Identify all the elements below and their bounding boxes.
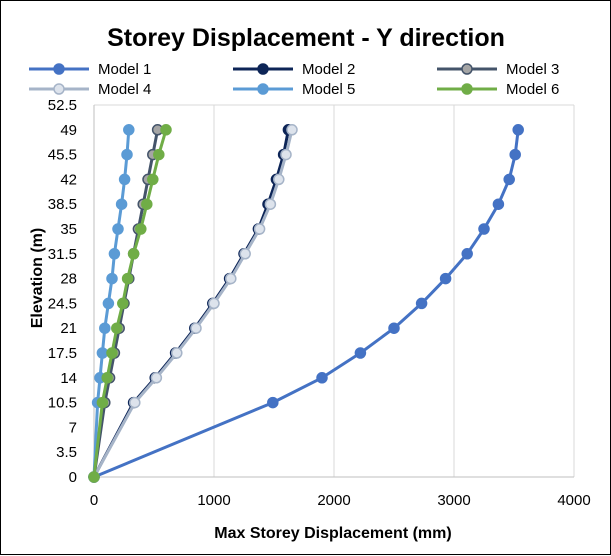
series-model-5-point <box>121 148 133 161</box>
legend-model-5-label: Model 5 <box>302 81 355 98</box>
series-model-6-point <box>153 148 165 161</box>
y-tick-label: 17.5 <box>48 345 77 362</box>
chart-title: Storey Displacement - Y direction <box>107 24 505 52</box>
series-model-6-point <box>117 297 129 310</box>
series-model-5-point <box>96 347 109 359</box>
chart-legend: Model 1 Model 2 Model 3 Model 4 Model 5 Model… <box>29 61 559 98</box>
series-model-1 <box>88 124 524 483</box>
series-model-6-point <box>127 248 140 260</box>
series-model-1-point <box>316 372 328 384</box>
legend-model-2-marker <box>257 63 269 75</box>
y-tick-label: 10.5 <box>48 395 77 412</box>
y-tick-label: 35 <box>60 221 77 238</box>
series-model-4-point <box>190 322 202 334</box>
series-model-4-point <box>286 124 298 136</box>
series-model-5-point <box>123 124 135 136</box>
axes <box>93 105 574 478</box>
series-model-6-point <box>106 347 118 359</box>
legend-model-3: Model 3 <box>437 61 559 78</box>
y-tick-label: 45.5 <box>48 147 77 164</box>
series-model-6-point <box>96 396 109 409</box>
series-model-4-point <box>273 173 285 186</box>
series-model-4-point <box>208 297 220 310</box>
legend-model-4: Model 4 <box>29 81 151 98</box>
series-model-5-point <box>102 297 115 310</box>
y-tick-label: 31.5 <box>48 246 77 263</box>
series-model-5-point <box>115 198 128 210</box>
x-tick-label: 3000 <box>437 492 470 509</box>
legend-model-4-label: Model 4 <box>98 81 151 98</box>
series-model-1-point <box>478 223 490 235</box>
y-tick-label: 0 <box>69 469 77 486</box>
y-tick-label: 21 <box>60 320 77 337</box>
legend-model-6: Model 6 <box>437 81 559 98</box>
series-model-4-point <box>171 347 183 359</box>
x-tick-label: 0 <box>90 492 98 509</box>
y-tick-label: 14 <box>60 370 77 387</box>
series-model-5-point <box>112 223 124 235</box>
series-model-4-point <box>225 272 237 285</box>
series-model-1-point <box>267 396 279 409</box>
legend-model-2-label: Model 2 <box>302 61 355 78</box>
series-model-6-point <box>160 124 172 136</box>
legend-model-1-label: Model 1 <box>98 61 151 78</box>
series-model-6-point <box>135 223 147 235</box>
legend-model-6-label: Model 6 <box>506 81 559 98</box>
gridlines <box>94 104 575 477</box>
legend-model-3-marker <box>461 63 473 75</box>
tick-labels: 0 3.5 7 10.5 14 17.5 21 24.5 28 31.5 35 38.5 42 45.5 4… <box>48 97 591 509</box>
series-model-1-point <box>354 347 367 359</box>
series-model-1-point <box>388 322 400 334</box>
y-tick-label: 7 <box>69 419 77 436</box>
series-model-5-point <box>108 248 121 260</box>
series-model-4-point <box>264 198 277 210</box>
series-model-1-point <box>439 272 452 285</box>
series-model-6-point <box>101 372 113 384</box>
y-tick-label: 28 <box>60 271 77 288</box>
series-model-5-point <box>99 322 111 334</box>
series-model-6-point <box>88 471 100 483</box>
y-tick-label: 52.5 <box>48 97 77 114</box>
legend-model-3-label: Model 3 <box>506 61 559 78</box>
series-model-4-point <box>280 148 292 161</box>
legend-model-6-marker <box>461 83 473 95</box>
legend-model-5-marker <box>257 83 269 95</box>
series-model-4-point <box>253 223 266 235</box>
legend-model-5: Model 5 <box>233 81 355 98</box>
series-model-6-point <box>121 272 134 285</box>
series-model-1-point <box>415 297 428 310</box>
y-axis-title: Elevation (m) <box>29 228 46 328</box>
series-model-1-point <box>492 198 505 210</box>
series-model-6-point <box>111 322 123 334</box>
series-model-5-point <box>106 272 118 285</box>
series-model-5-point <box>118 173 131 186</box>
y-tick-label: 42 <box>60 171 77 188</box>
series-model-6 <box>88 124 172 483</box>
y-tick-label: 38.5 <box>48 196 77 213</box>
series-model-1-point <box>509 148 521 161</box>
legend-model-2: Model 2 <box>233 61 355 78</box>
x-tick-label: 1000 <box>197 492 230 509</box>
x-tick-label: 2000 <box>317 492 350 509</box>
legend-model-1: Model 1 <box>29 61 151 78</box>
series-model-6-point <box>141 198 153 210</box>
y-tick-label: 24.5 <box>48 295 77 312</box>
y-tick-label: 3.5 <box>56 444 77 461</box>
series-model-4-point <box>129 396 141 409</box>
series-model-1-point <box>512 124 524 136</box>
x-tick-label: 4000 <box>557 492 590 509</box>
series-model-4-point <box>239 248 251 260</box>
series-model-4-point <box>150 372 163 384</box>
series-model-4 <box>88 124 298 483</box>
y-tick-label: 49 <box>60 122 77 139</box>
legend-model-4-marker <box>53 83 65 95</box>
series-model-1-point <box>503 173 515 186</box>
x-axis-title: Max Storey Displacement (mm) <box>214 525 451 542</box>
series-layer <box>88 124 524 483</box>
legend-model-1-marker <box>53 63 65 75</box>
series-model-1-point <box>461 248 473 260</box>
series-model-6-point <box>147 173 159 186</box>
